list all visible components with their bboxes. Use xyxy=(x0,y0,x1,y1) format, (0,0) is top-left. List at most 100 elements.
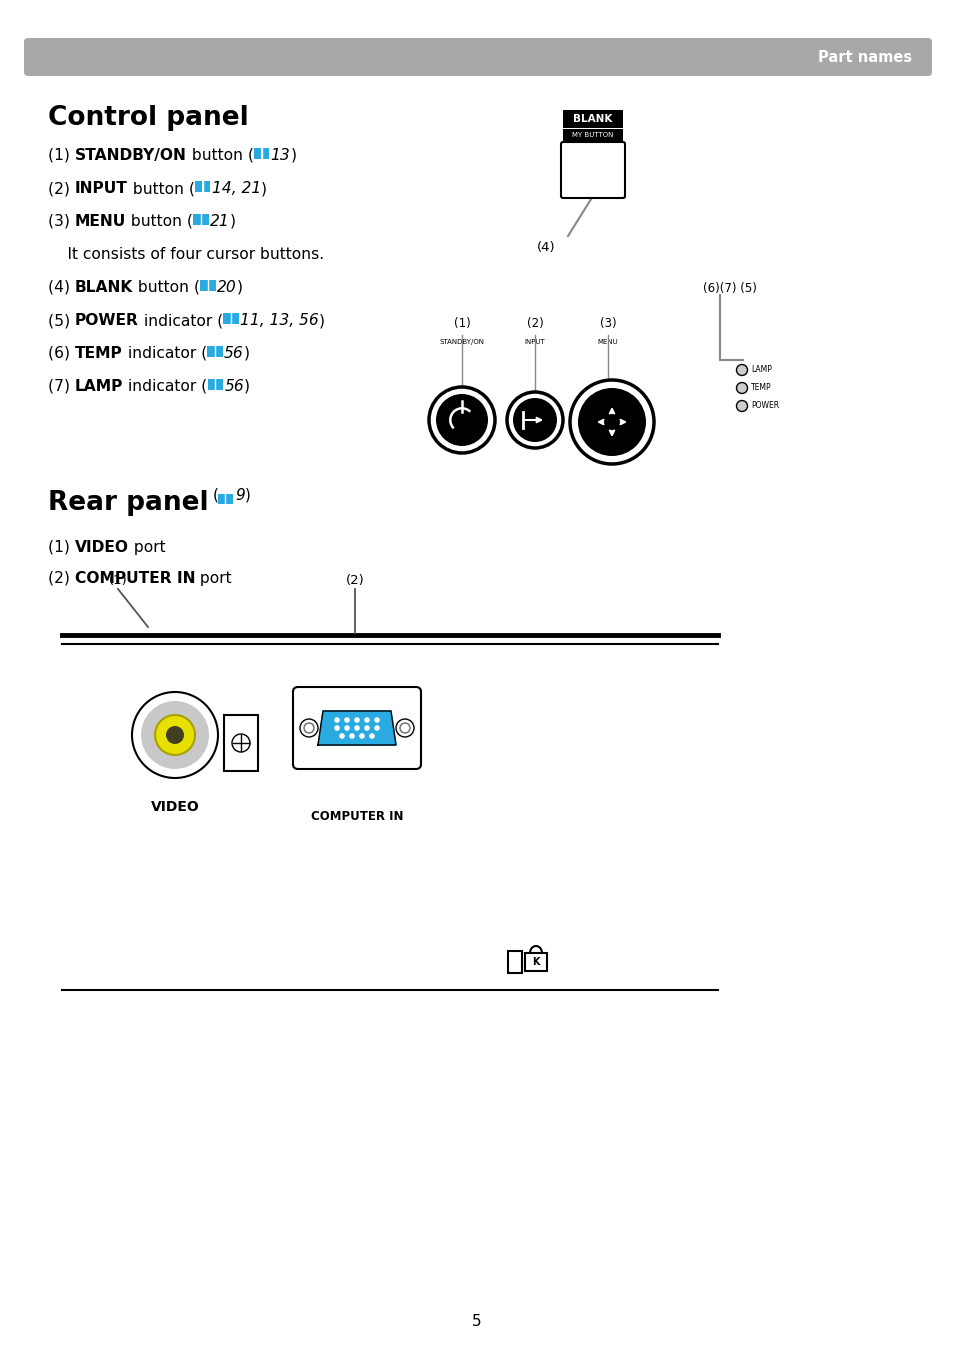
Text: 5: 5 xyxy=(472,1314,481,1330)
Text: button (: button ( xyxy=(133,281,200,295)
Circle shape xyxy=(141,701,209,769)
Text: ): ) xyxy=(318,313,325,328)
Text: ): ) xyxy=(230,214,235,229)
Text: button (: button ( xyxy=(187,148,253,163)
FancyBboxPatch shape xyxy=(253,148,261,159)
Circle shape xyxy=(354,726,359,731)
Text: (6)(7) (5): (6)(7) (5) xyxy=(702,282,756,295)
Text: MENU: MENU xyxy=(74,214,126,229)
Circle shape xyxy=(736,383,747,394)
Text: BLANK: BLANK xyxy=(74,281,133,295)
Text: K: K xyxy=(532,956,539,967)
FancyBboxPatch shape xyxy=(193,214,200,225)
FancyBboxPatch shape xyxy=(560,142,624,198)
Circle shape xyxy=(154,715,194,755)
Text: (1): (1) xyxy=(453,317,470,331)
Text: (2): (2) xyxy=(526,317,543,331)
Text: (2): (2) xyxy=(48,181,74,196)
Circle shape xyxy=(344,718,350,723)
Circle shape xyxy=(736,364,747,375)
Text: (1): (1) xyxy=(48,540,74,554)
Text: MY BUTTON: MY BUTTON xyxy=(572,132,613,138)
Circle shape xyxy=(513,398,557,442)
Circle shape xyxy=(166,726,184,745)
Text: (3): (3) xyxy=(599,317,616,331)
FancyBboxPatch shape xyxy=(201,214,209,225)
Text: port: port xyxy=(195,571,232,585)
Text: ): ) xyxy=(260,181,267,196)
Text: button (: button ( xyxy=(128,181,194,196)
Text: indicator (: indicator ( xyxy=(123,379,208,394)
Text: Control panel: Control panel xyxy=(48,105,249,131)
Text: ): ) xyxy=(290,148,296,163)
FancyBboxPatch shape xyxy=(562,111,622,128)
FancyBboxPatch shape xyxy=(262,148,269,159)
Circle shape xyxy=(354,718,359,723)
Text: port: port xyxy=(129,540,165,554)
FancyBboxPatch shape xyxy=(203,181,210,192)
Text: (4): (4) xyxy=(537,241,555,254)
Text: LAMP: LAMP xyxy=(750,366,771,375)
Circle shape xyxy=(395,719,414,737)
Circle shape xyxy=(369,734,375,739)
Text: (1): (1) xyxy=(109,575,128,587)
Circle shape xyxy=(344,726,350,731)
Text: It consists of four cursor buttons.: It consists of four cursor buttons. xyxy=(48,247,324,262)
Circle shape xyxy=(339,734,344,739)
Text: ): ) xyxy=(245,488,251,503)
Text: (7): (7) xyxy=(48,379,74,394)
FancyBboxPatch shape xyxy=(200,281,208,291)
Text: indicator (: indicator ( xyxy=(139,313,223,328)
Circle shape xyxy=(374,718,379,723)
Text: POWER: POWER xyxy=(750,402,779,410)
Text: COMPUTER IN: COMPUTER IN xyxy=(311,809,403,823)
Circle shape xyxy=(349,734,355,739)
Text: (2): (2) xyxy=(48,571,74,585)
Circle shape xyxy=(304,723,314,733)
Text: (: ( xyxy=(213,488,218,503)
Circle shape xyxy=(364,718,370,723)
Circle shape xyxy=(334,726,339,731)
Text: (4): (4) xyxy=(48,281,74,295)
Text: TEMP: TEMP xyxy=(750,383,771,393)
FancyBboxPatch shape xyxy=(207,347,214,356)
Polygon shape xyxy=(317,711,395,745)
FancyBboxPatch shape xyxy=(507,951,521,973)
Circle shape xyxy=(736,401,747,411)
Text: (3): (3) xyxy=(48,214,74,229)
Text: LAMP: LAMP xyxy=(74,379,123,394)
Text: 14, 21: 14, 21 xyxy=(212,181,260,196)
Text: 56: 56 xyxy=(224,379,244,394)
FancyBboxPatch shape xyxy=(524,952,546,971)
FancyBboxPatch shape xyxy=(194,181,202,192)
Circle shape xyxy=(506,393,562,448)
Text: 13: 13 xyxy=(271,148,290,163)
Text: Rear panel: Rear panel xyxy=(48,490,209,517)
Circle shape xyxy=(299,719,317,737)
Text: 56: 56 xyxy=(224,345,243,362)
Circle shape xyxy=(132,692,218,778)
Circle shape xyxy=(578,389,645,456)
FancyBboxPatch shape xyxy=(226,494,233,505)
Text: COMPUTER IN: COMPUTER IN xyxy=(74,571,195,585)
Circle shape xyxy=(334,718,339,723)
FancyBboxPatch shape xyxy=(209,281,215,291)
Circle shape xyxy=(359,734,364,739)
Text: ): ) xyxy=(244,379,250,394)
Text: BLANK: BLANK xyxy=(573,115,612,124)
FancyBboxPatch shape xyxy=(562,130,622,142)
Text: 20: 20 xyxy=(217,281,236,295)
Text: INPUT: INPUT xyxy=(74,181,128,196)
Text: MENU: MENU xyxy=(597,339,618,345)
FancyBboxPatch shape xyxy=(208,379,215,390)
FancyBboxPatch shape xyxy=(293,687,420,769)
Text: INPUT: INPUT xyxy=(524,339,545,345)
FancyBboxPatch shape xyxy=(223,313,231,324)
Text: 21: 21 xyxy=(210,214,230,229)
Text: (5): (5) xyxy=(48,313,75,328)
Circle shape xyxy=(399,723,410,733)
Text: (1): (1) xyxy=(48,148,74,163)
Circle shape xyxy=(232,734,250,751)
Text: VIDEO: VIDEO xyxy=(74,540,129,554)
Circle shape xyxy=(374,726,379,731)
